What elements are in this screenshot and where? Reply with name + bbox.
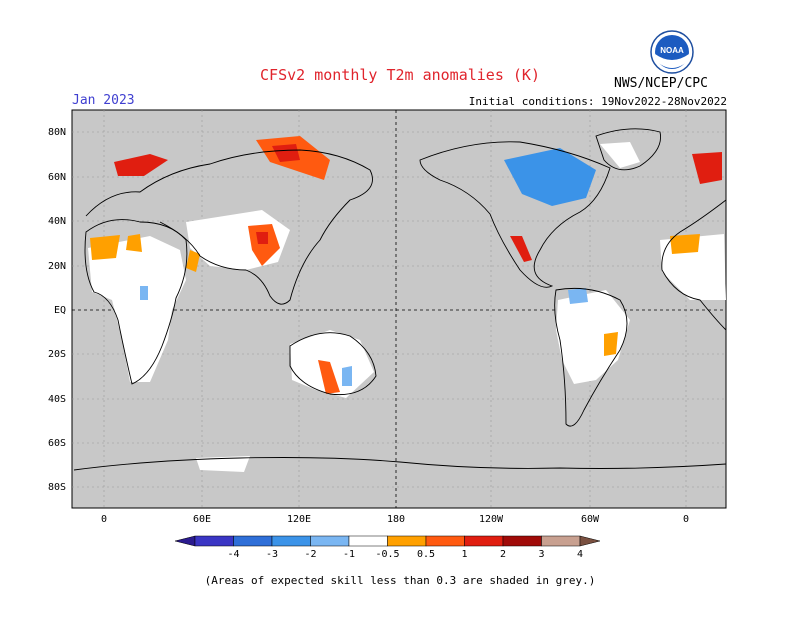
anomaly-patch bbox=[670, 234, 700, 254]
colorbar-max-arrow bbox=[579, 535, 601, 547]
colorbar-segment bbox=[387, 535, 427, 547]
colorbar-segment bbox=[348, 535, 388, 547]
lon-axis: 0 60E 120E 180 120W 60W 0 bbox=[101, 514, 689, 525]
colorbar-segment bbox=[271, 535, 311, 547]
colorbar-segment bbox=[310, 535, 350, 547]
colorbar: -4 -3 -2 -1 -0.5 0.5 1 2 3 4 bbox=[174, 535, 601, 560]
anomaly-patch bbox=[290, 330, 374, 398]
colorbar-tick-label: -2 bbox=[304, 549, 316, 560]
anomaly-patch bbox=[504, 148, 596, 206]
anomaly-patch bbox=[114, 154, 168, 176]
lat-label-60s: 60S bbox=[48, 438, 66, 449]
africa-region bbox=[88, 236, 186, 382]
anomaly-patch bbox=[604, 332, 618, 356]
colorbar-tick-label: 4 bbox=[577, 549, 583, 560]
colorbar-tick-label: 2 bbox=[500, 549, 506, 560]
anomaly-patch bbox=[248, 224, 280, 266]
lat-label-20n: 20N bbox=[48, 261, 66, 272]
colorbar-segment bbox=[233, 535, 273, 547]
lon-label-120e: 120E bbox=[287, 514, 311, 525]
colorbar-tick-label: 3 bbox=[538, 549, 544, 560]
lon-label-0: 0 bbox=[101, 514, 107, 525]
noaa-logo: NOAA bbox=[650, 30, 694, 74]
agency-label: NWS/NCEP/CPC bbox=[614, 76, 708, 91]
anomaly-patch bbox=[196, 456, 250, 472]
colorbar-segment bbox=[425, 535, 465, 547]
anomaly-patch bbox=[140, 286, 148, 300]
anomaly-patch bbox=[186, 250, 200, 272]
colorbar-tick-label: -1 bbox=[343, 549, 355, 560]
colorbar-tick-label: -3 bbox=[266, 549, 278, 560]
anomaly-patch bbox=[600, 142, 640, 168]
forecast-month: Jan 2023 bbox=[72, 93, 135, 108]
anomaly-patch bbox=[90, 235, 120, 260]
colorbar-segment bbox=[541, 535, 581, 547]
lon-label-180: 180 bbox=[387, 514, 405, 525]
chart-title: CFSv2 monthly T2m anomalies (K) bbox=[260, 66, 540, 84]
anomaly-patch bbox=[256, 232, 268, 244]
anomaly-patch bbox=[692, 152, 722, 184]
lon-label-0-right: 0 bbox=[683, 514, 689, 525]
lat-label-80n: 80N bbox=[48, 127, 66, 138]
colorbar-segment bbox=[464, 535, 504, 547]
lon-label-60e: 60E bbox=[193, 514, 211, 525]
lat-axis: 80N 60N 40N 20N EQ 20S 40S 60S 80S bbox=[48, 127, 66, 493]
anomaly-patch bbox=[318, 360, 340, 394]
lon-label-120w: 120W bbox=[479, 514, 504, 525]
anomaly-patch bbox=[568, 288, 588, 304]
colorbar-tick-label: 0.5 bbox=[417, 549, 435, 560]
lat-label-40s: 40S bbox=[48, 394, 66, 405]
initial-conditions: Initial conditions: 19Nov2022-28Nov2022 bbox=[468, 95, 727, 108]
lat-label-40n: 40N bbox=[48, 216, 66, 227]
lon-label-60w: 60W bbox=[581, 514, 600, 525]
anomaly-patch bbox=[556, 290, 630, 384]
anomaly-fields bbox=[88, 136, 726, 472]
colorbar-segment bbox=[502, 535, 542, 547]
colorbar-tick-label: -4 bbox=[227, 549, 239, 560]
anomaly-patch bbox=[342, 366, 352, 386]
anomaly-patch bbox=[510, 236, 532, 262]
lat-label-80s: 80S bbox=[48, 482, 66, 493]
lat-label-20s: 20S bbox=[48, 349, 66, 360]
colorbar-tick-label: 1 bbox=[461, 549, 467, 560]
coastlines bbox=[73, 128, 727, 471]
anomaly-patch bbox=[272, 144, 300, 162]
colorbar-tick-label: -0.5 bbox=[375, 549, 399, 560]
anomaly-patch bbox=[150, 310, 164, 340]
colorbar-segment bbox=[194, 535, 234, 547]
logo-text: NOAA bbox=[660, 46, 684, 55]
lat-label-eq: EQ bbox=[54, 305, 66, 316]
colorbar-min-arrow bbox=[174, 535, 196, 547]
anomaly-patch bbox=[126, 234, 142, 252]
lat-label-60n: 60N bbox=[48, 172, 66, 183]
skill-footnote: (Areas of expected skill less than 0.3 a… bbox=[204, 574, 596, 587]
